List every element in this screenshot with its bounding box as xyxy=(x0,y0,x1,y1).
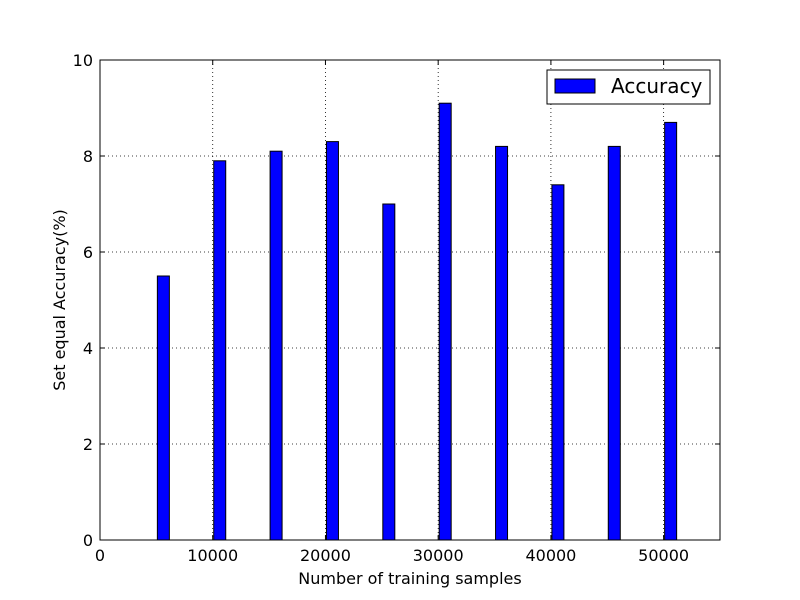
legend: Accuracy xyxy=(546,69,711,105)
bar xyxy=(269,150,283,541)
y-tick-label: 8 xyxy=(83,147,93,166)
bar xyxy=(213,160,227,541)
bar xyxy=(551,184,565,541)
y-tick-labels: 0 2 4 6 8 10 xyxy=(73,51,93,550)
x-tick-label: 40000 xyxy=(525,546,576,565)
bar xyxy=(607,145,621,541)
bar xyxy=(156,275,170,541)
bar xyxy=(495,145,509,541)
y-tick-label: 2 xyxy=(83,435,93,454)
x-tick-label: 50000 xyxy=(638,546,689,565)
legend-label: Accuracy xyxy=(611,74,702,98)
bar xyxy=(325,141,339,541)
tick-marks xyxy=(99,59,720,541)
x-tick-label: 20000 xyxy=(300,546,351,565)
bar xyxy=(664,121,678,541)
x-axis-label: Number of training samples xyxy=(298,569,521,588)
legend-swatch xyxy=(554,78,596,94)
bar xyxy=(438,102,452,541)
y-axis-label: Set equal Accuracy(%) xyxy=(50,209,69,391)
x-tick-label: 0 xyxy=(95,546,105,565)
y-tick-label: 6 xyxy=(83,243,93,262)
y-tick-label: 10 xyxy=(73,51,93,70)
x-tick-labels: 0 10000 20000 30000 40000 50000 xyxy=(95,546,689,565)
y-tick-label: 0 xyxy=(83,531,93,550)
bar xyxy=(382,203,396,541)
x-tick-label: 10000 xyxy=(187,546,238,565)
y-tick-label: 4 xyxy=(83,339,93,358)
x-tick-label: 30000 xyxy=(413,546,464,565)
plot-frame xyxy=(99,59,721,541)
bars xyxy=(156,102,678,541)
